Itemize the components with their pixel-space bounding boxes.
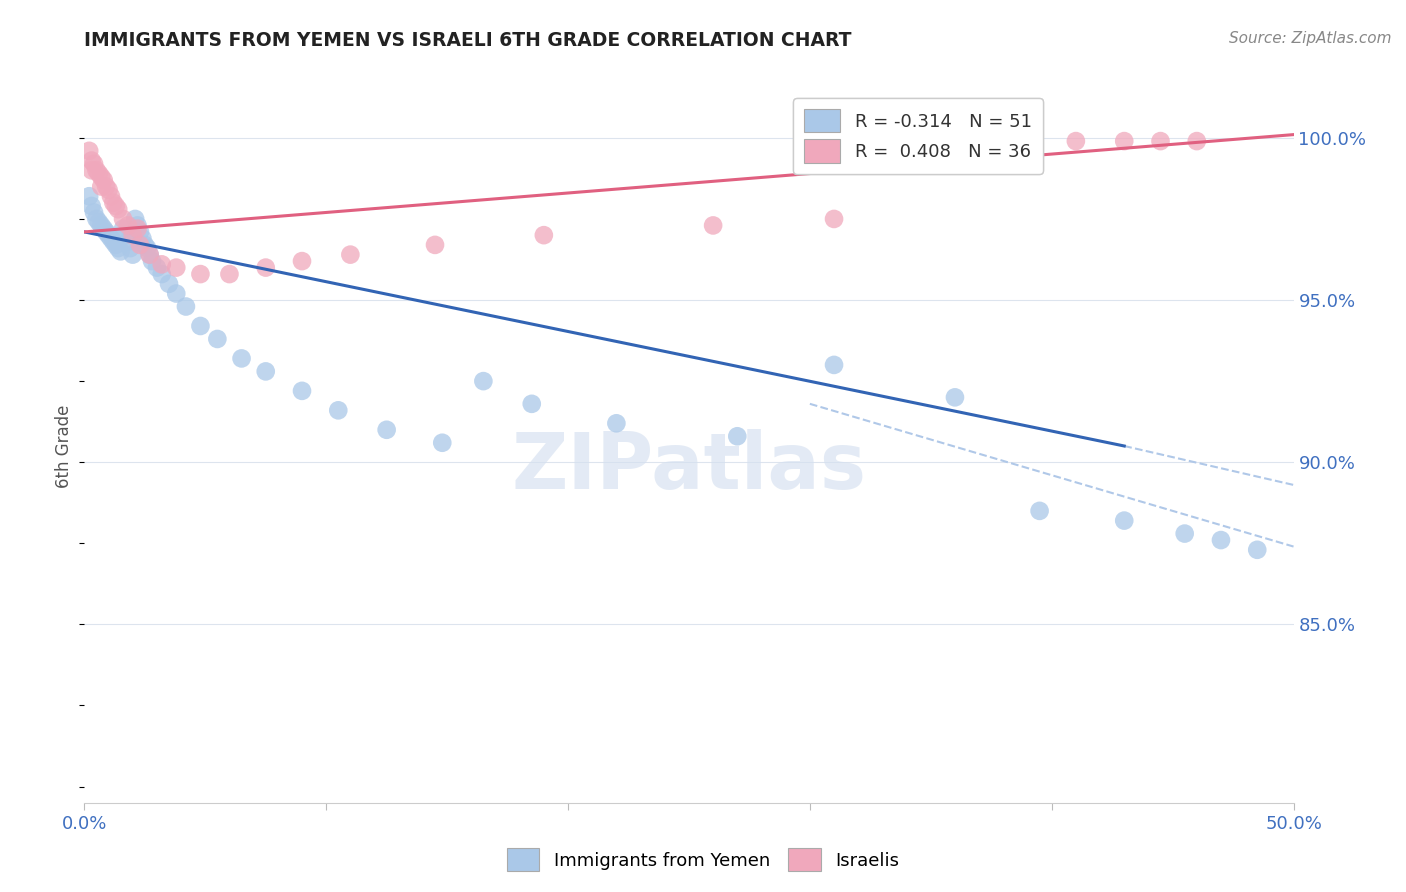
Point: [1185, 134, 1208, 148]
Point: [86, 211, 108, 226]
Point: [943, 390, 966, 404]
Point: [141, 254, 163, 268]
Point: [117, 235, 139, 249]
Point: [725, 429, 748, 443]
Point: [107, 202, 129, 217]
Point: [97, 183, 120, 197]
Point: [291, 254, 314, 268]
Point: [124, 211, 146, 226]
Point: [190, 318, 212, 333]
Y-axis label: 6th Grade: 6th Grade: [55, 404, 73, 488]
Point: [94, 225, 117, 239]
Point: [231, 351, 253, 366]
Point: [1028, 504, 1050, 518]
Point: [114, 228, 136, 243]
Point: [83, 157, 105, 171]
Legend: Immigrants from Yemen, Israelis: Immigrants from Yemen, Israelis: [499, 841, 907, 879]
Point: [165, 286, 187, 301]
Point: [138, 247, 160, 261]
Point: [702, 219, 724, 233]
Point: [136, 241, 159, 255]
Point: [134, 238, 156, 252]
Point: [100, 231, 122, 245]
Point: [104, 238, 127, 252]
Point: [103, 235, 125, 249]
Point: [129, 238, 152, 252]
Point: [77, 144, 100, 158]
Point: [150, 267, 173, 281]
Point: [127, 221, 149, 235]
Point: [90, 179, 112, 194]
Point: [86, 163, 108, 178]
Point: [107, 241, 129, 255]
Point: [77, 189, 100, 203]
Point: [90, 219, 112, 233]
Point: [165, 260, 187, 275]
Point: [1114, 514, 1136, 528]
Point: [146, 260, 169, 275]
Point: [375, 423, 398, 437]
Point: [1246, 542, 1268, 557]
Point: [127, 219, 149, 233]
Point: [104, 199, 127, 213]
Point: [117, 219, 139, 233]
Point: [605, 417, 627, 431]
Point: [112, 211, 135, 226]
Point: [94, 179, 117, 194]
Point: [174, 300, 197, 314]
Point: [1174, 526, 1197, 541]
Point: [207, 332, 229, 346]
Point: [121, 247, 143, 261]
Point: [218, 267, 240, 281]
Text: Source: ZipAtlas.com: Source: ZipAtlas.com: [1229, 31, 1392, 46]
Point: [103, 195, 125, 210]
Point: [1209, 533, 1232, 547]
Point: [157, 277, 180, 291]
Legend: R = -0.314   N = 51, R =  0.408   N = 36: R = -0.314 N = 51, R = 0.408 N = 36: [793, 98, 1043, 174]
Point: [80, 153, 103, 168]
Point: [93, 221, 115, 235]
Point: [520, 397, 543, 411]
Point: [110, 244, 132, 259]
Point: [254, 260, 277, 275]
Text: IMMIGRANTS FROM YEMEN VS ISRAELI 6TH GRADE CORRELATION CHART: IMMIGRANTS FROM YEMEN VS ISRAELI 6TH GRA…: [84, 31, 852, 50]
Point: [254, 364, 277, 378]
Point: [190, 267, 212, 281]
Point: [1149, 134, 1171, 148]
Point: [823, 358, 845, 372]
Point: [1064, 134, 1087, 148]
Point: [87, 167, 110, 181]
Point: [93, 173, 115, 187]
Point: [90, 169, 112, 184]
Point: [1114, 134, 1136, 148]
Point: [150, 257, 173, 271]
Point: [80, 199, 103, 213]
Text: ZIPatlas: ZIPatlas: [512, 429, 866, 506]
Point: [432, 435, 454, 450]
Point: [121, 228, 143, 243]
Point: [87, 215, 110, 229]
Point: [138, 247, 160, 261]
Point: [129, 225, 152, 239]
Point: [328, 403, 350, 417]
Point: [339, 247, 361, 261]
Point: [533, 228, 555, 243]
Point: [120, 241, 142, 255]
Point: [97, 228, 120, 243]
Point: [83, 205, 105, 219]
Point: [80, 163, 103, 178]
Point: [472, 374, 495, 388]
Point: [100, 189, 122, 203]
Point: [291, 384, 314, 398]
Point: [112, 221, 135, 235]
Point: [131, 231, 153, 245]
Point: [823, 211, 845, 226]
Point: [423, 238, 446, 252]
